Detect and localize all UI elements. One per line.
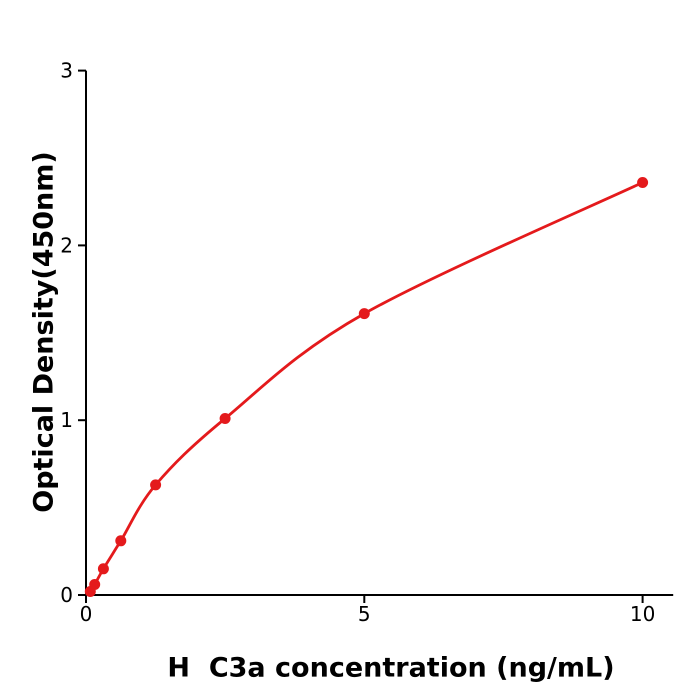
x-tick-label: 10 [630, 602, 655, 626]
y-axis-label: Optical Density(450nm) [28, 151, 60, 513]
y-tick-label: 3 [60, 59, 73, 83]
fit-curve [88, 181, 644, 593]
data-point [637, 177, 649, 188]
axis-spines [85, 70, 674, 596]
data-point [150, 479, 162, 491]
x-tick-label: 5 [358, 602, 371, 626]
x-tick-label: 0 [80, 602, 93, 626]
data-point [97, 563, 109, 575]
data-point [89, 579, 101, 590]
y-tick-label: 1 [60, 408, 73, 432]
data-point [358, 308, 370, 320]
x-axis-label: H C3a concentration (ng/mL) [167, 652, 615, 684]
data-point [219, 413, 231, 424]
y-tick-label: 2 [60, 233, 73, 257]
data-point [115, 535, 127, 547]
y-tick-label: 0 [60, 583, 73, 607]
